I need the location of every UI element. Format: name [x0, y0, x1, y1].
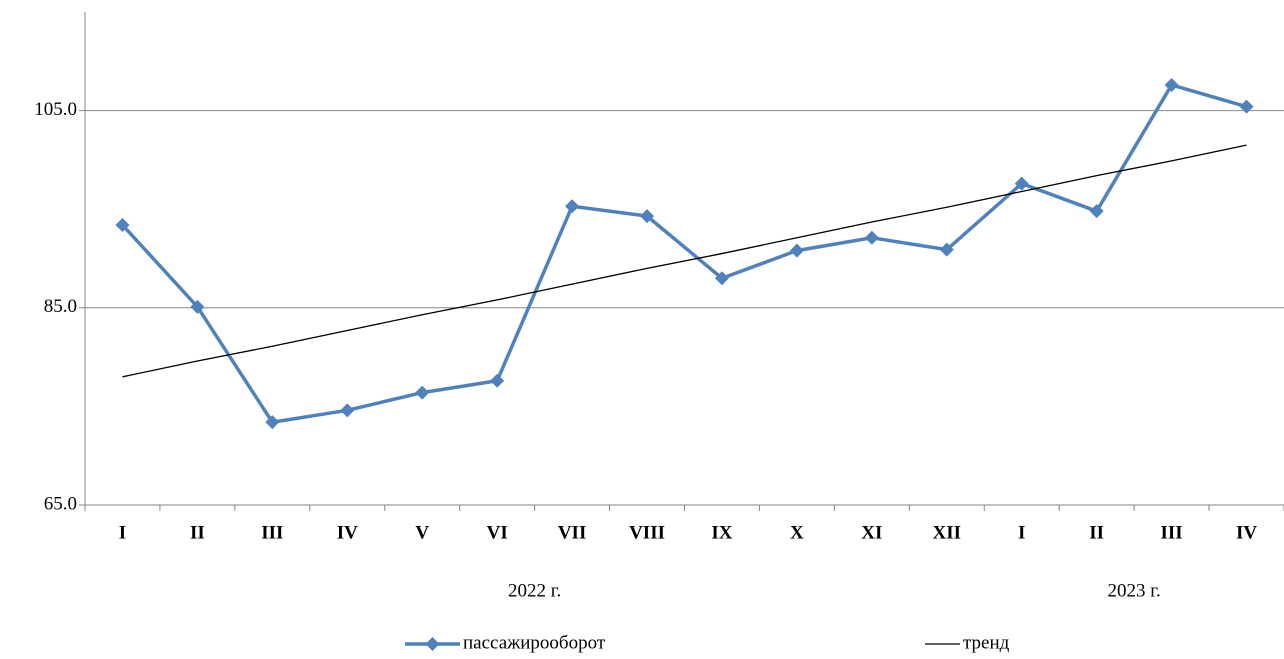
y-tick-label: 65.0 [44, 493, 77, 514]
legend-marker [425, 637, 440, 651]
x-tick-label: I [1018, 522, 1025, 543]
series-line [122, 144, 1247, 378]
data-point [1014, 176, 1029, 191]
data-point [714, 271, 729, 286]
x-tick-label: IX [711, 522, 732, 543]
data-point [190, 299, 205, 314]
series-line [121, 82, 1248, 425]
data-point [1089, 204, 1104, 219]
x-tick-label: II [190, 522, 205, 543]
data-point [565, 199, 580, 214]
data-point [490, 373, 505, 388]
x-tick-label: XII [933, 522, 962, 543]
data-point [415, 385, 430, 400]
data-point [340, 403, 355, 418]
x-tick-label: VIII [629, 522, 665, 543]
data-point [265, 415, 280, 430]
data-point [864, 230, 879, 245]
y-tick-label: 105.0 [34, 99, 77, 120]
x-group-label: 2023 г. [1108, 580, 1161, 601]
x-tick-label: I [119, 522, 126, 543]
x-tick-label: X [790, 522, 804, 543]
legend-label: тренд [963, 632, 1010, 653]
x-group-label: 2022 г. [508, 580, 561, 601]
x-tick-label: VII [558, 522, 587, 543]
x-tick-label: V [415, 522, 429, 543]
data-point [1164, 77, 1179, 92]
legend-label: пассажирооборот [463, 632, 606, 653]
x-tick-label: II [1089, 522, 1104, 543]
data-point [115, 217, 130, 232]
x-tick-label: VI [487, 522, 508, 543]
x-tick-label: IV [337, 522, 358, 543]
data-point [640, 209, 655, 224]
y-tick-label: 85.0 [44, 296, 77, 317]
x-tick-label: III [1161, 522, 1183, 543]
data-point [939, 242, 954, 257]
data-point [1239, 99, 1254, 114]
x-tick-label: III [261, 522, 283, 543]
x-tick-label: IV [1236, 522, 1257, 543]
data-point [789, 243, 804, 258]
x-tick-label: XI [861, 522, 882, 543]
